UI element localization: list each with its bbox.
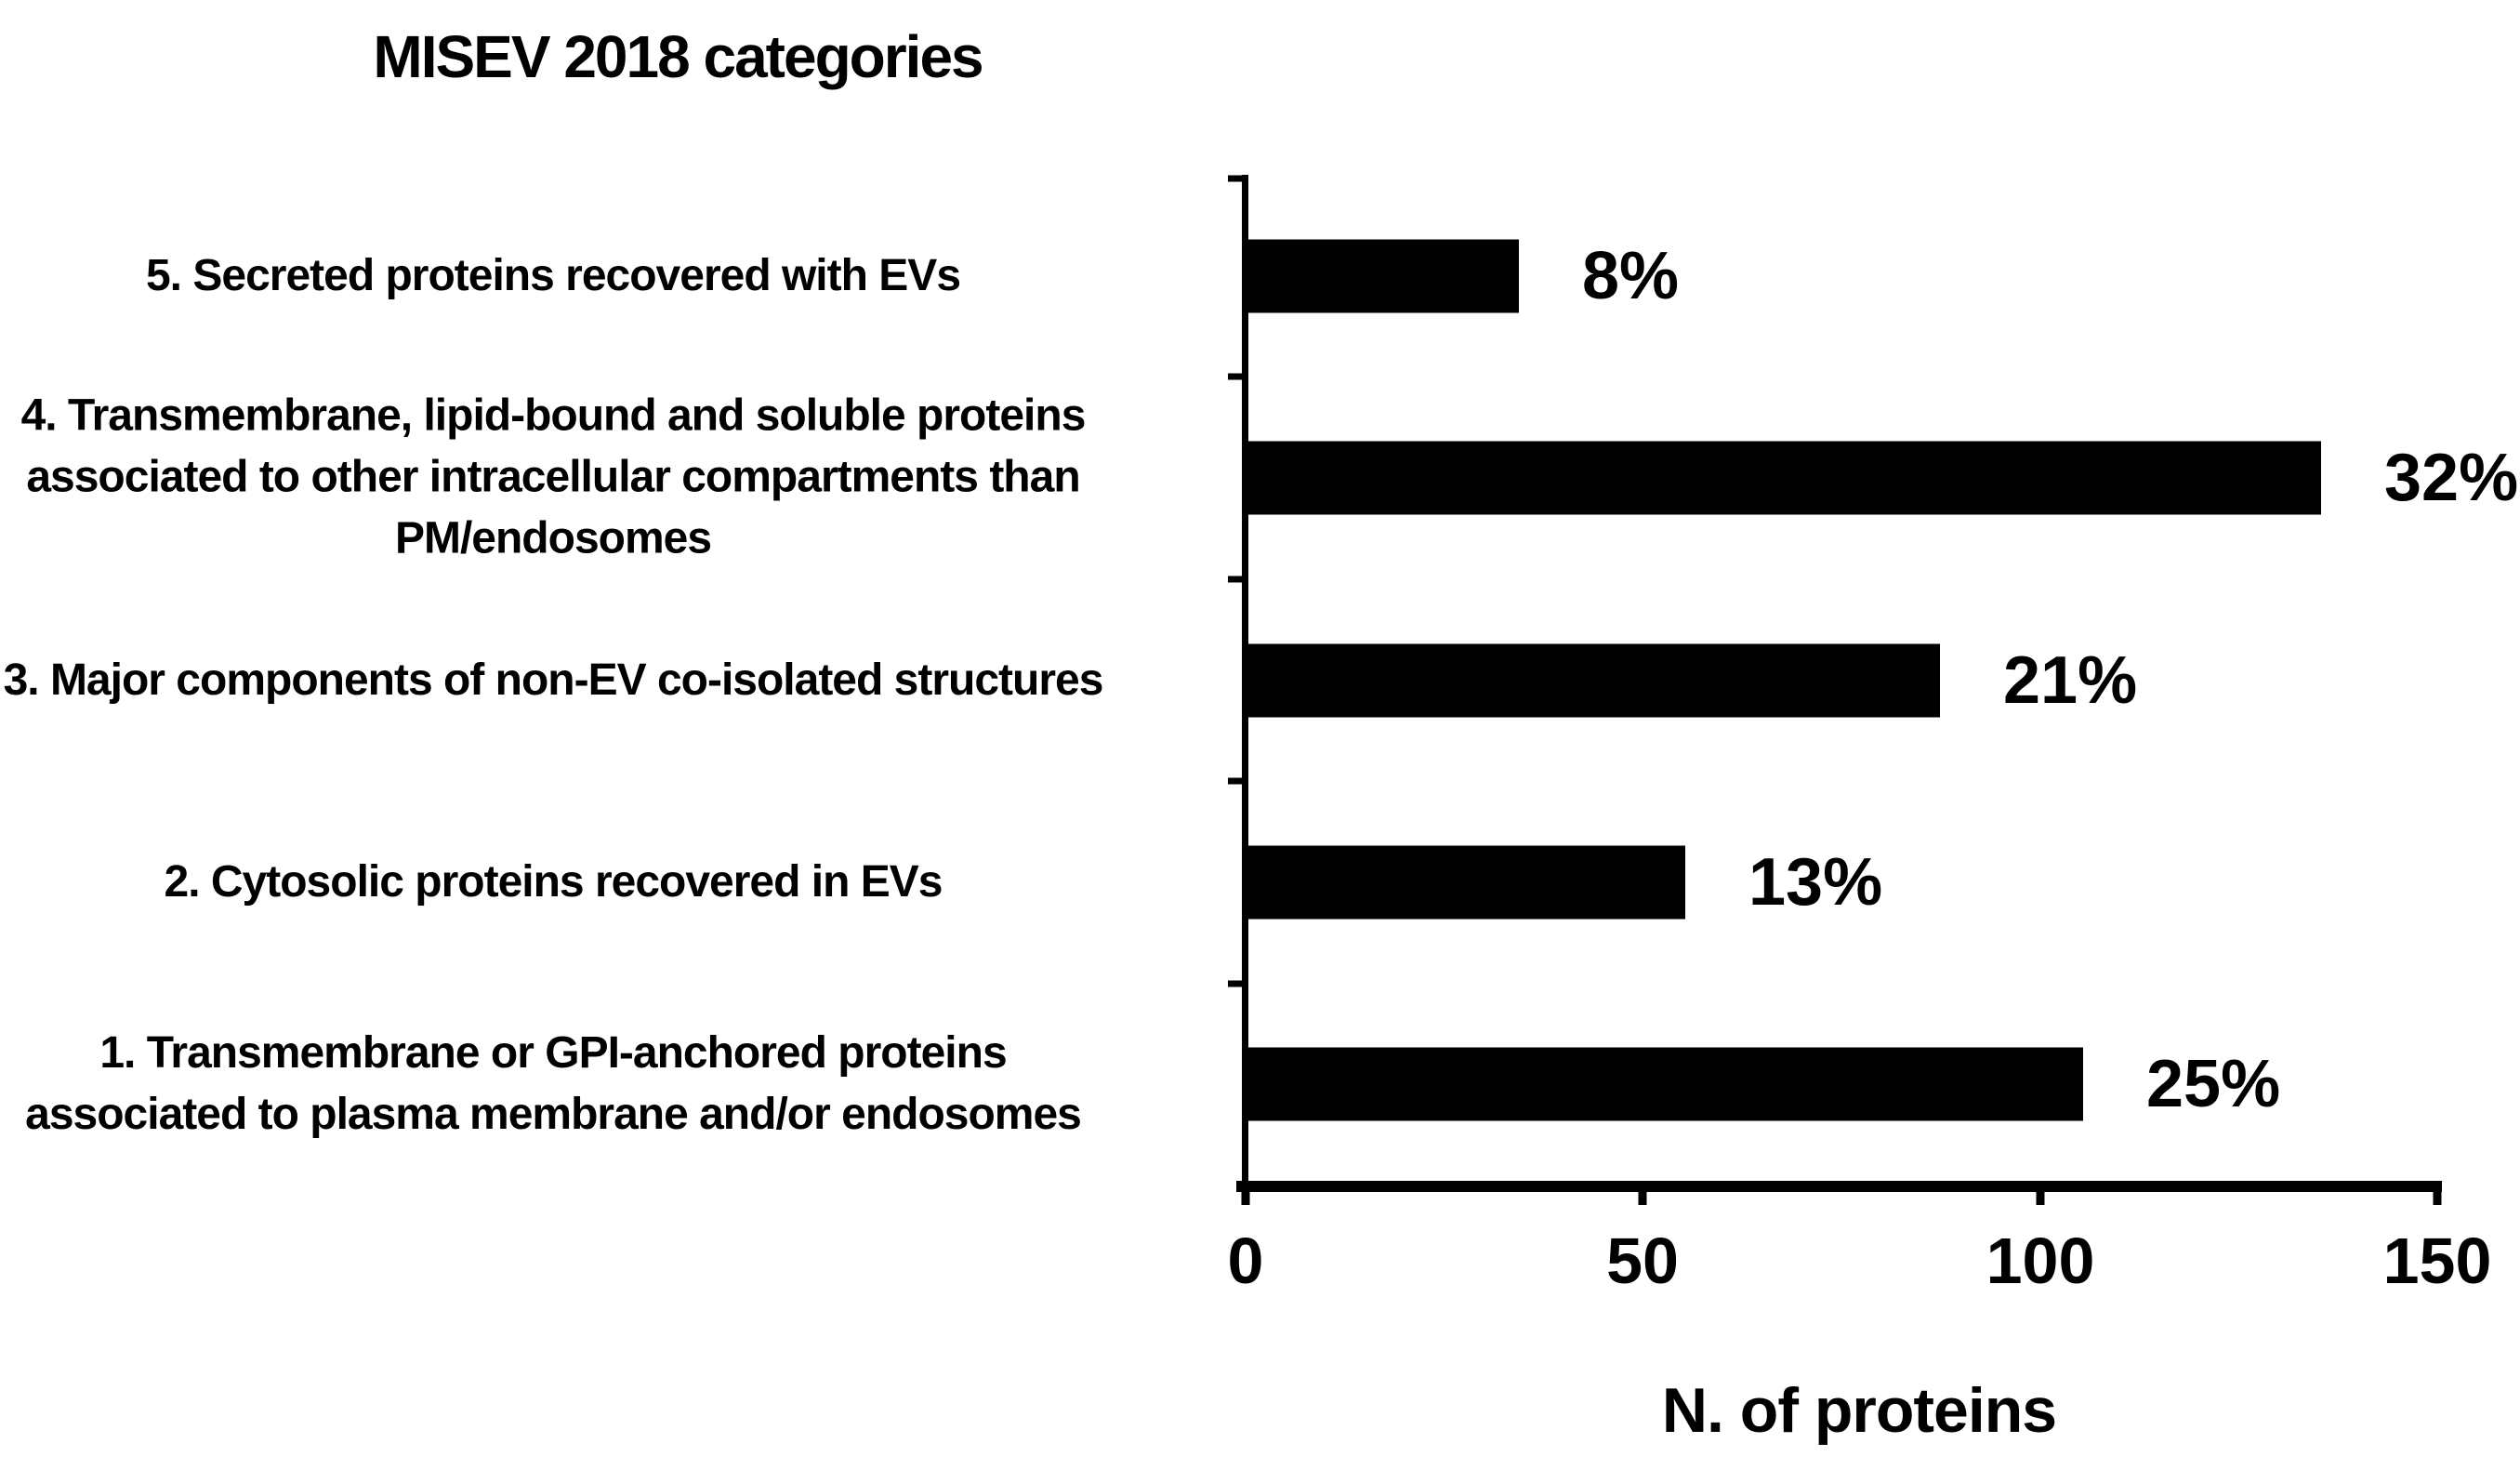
x-tick-label-150: 150 bbox=[2382, 1225, 2492, 1297]
category-label-2: 2. Cytosolic proteins recovered in EVs bbox=[164, 856, 943, 907]
bar-category-2 bbox=[1248, 845, 1685, 920]
x-axis-line bbox=[1236, 1181, 2442, 1192]
y-axis-tick bbox=[1228, 980, 1248, 987]
x-axis-title: N. of proteins bbox=[1661, 1375, 2057, 1446]
y-axis-tick bbox=[1228, 373, 1248, 380]
x-tick-label-100: 100 bbox=[1986, 1225, 2095, 1297]
bar-category-5 bbox=[1248, 239, 1519, 313]
bar-category-4 bbox=[1248, 441, 2321, 515]
x-axis-tick bbox=[1241, 1181, 1250, 1205]
value-label-13pct: 13% bbox=[1748, 845, 1883, 920]
x-axis-tick bbox=[2433, 1181, 2442, 1205]
category-label-4: 4. Transmembrane, lipid-bound and solubl… bbox=[20, 391, 1087, 564]
value-label-21pct: 21% bbox=[2003, 643, 2138, 718]
bar-category-1 bbox=[1248, 1047, 2083, 1121]
y-axis-line bbox=[1242, 175, 1248, 1186]
x-axis-tick bbox=[1638, 1181, 1647, 1205]
x-axis-tick bbox=[2036, 1181, 2045, 1205]
category-label-1: 1. Transmembrane or GPI-anchored protein… bbox=[25, 1027, 1082, 1139]
value-label-32pct: 32% bbox=[2384, 441, 2519, 515]
value-label-25pct: 25% bbox=[2146, 1047, 2281, 1121]
category-label-5: 5. Secreted proteins recovered with EVs bbox=[145, 250, 961, 300]
x-tick-label-50: 50 bbox=[1606, 1225, 1679, 1297]
category-label-3: 3. Major components of non-EV co-isolate… bbox=[3, 655, 1104, 705]
value-label-8pct: 8% bbox=[1582, 239, 1680, 313]
bar-category-3 bbox=[1248, 643, 1940, 718]
y-axis-tick bbox=[1228, 777, 1248, 785]
y-axis-tick bbox=[1228, 175, 1248, 182]
x-tick-label-0: 0 bbox=[1227, 1225, 1264, 1297]
y-axis-tick bbox=[1228, 576, 1248, 583]
chart-title: MISEV 2018 categories bbox=[373, 23, 983, 90]
